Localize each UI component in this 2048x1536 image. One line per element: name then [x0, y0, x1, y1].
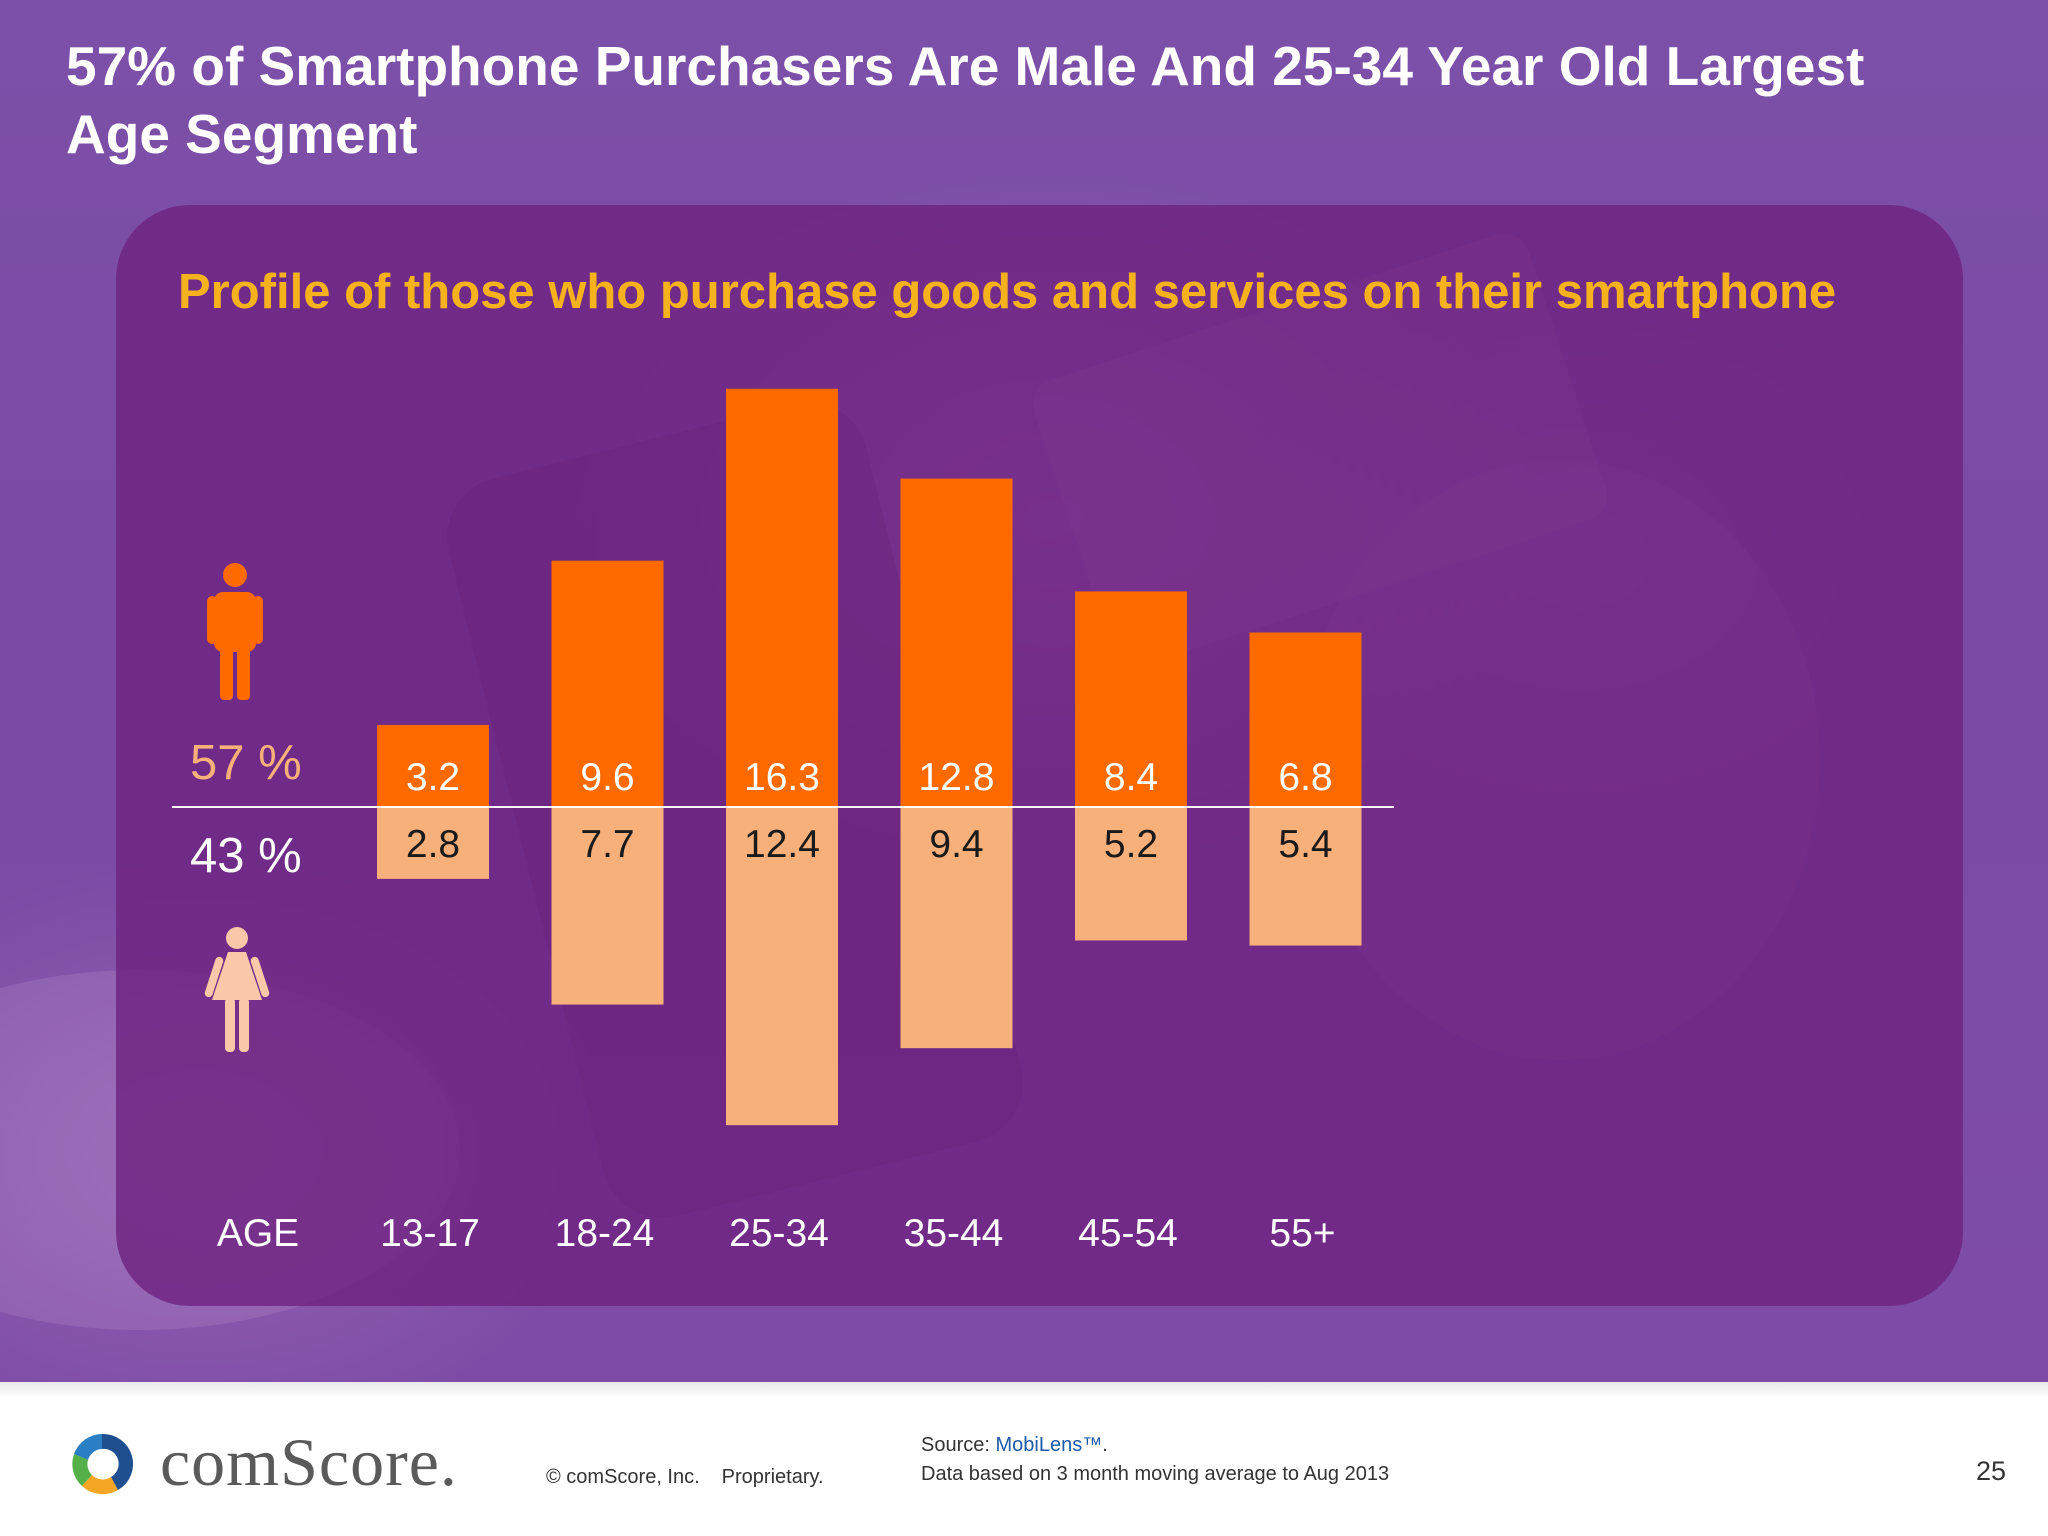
- source-line: Source: MobiLens™.: [921, 1434, 1108, 1457]
- data-label-female-35-44: 9.4: [929, 823, 983, 866]
- bar-male-25-34: [726, 388, 838, 807]
- copyright-text: © comScore, Inc. Proprietary.: [546, 1466, 824, 1489]
- male-percentage-label: 57 %: [190, 736, 302, 790]
- woman-figure-icon: [204, 927, 270, 1052]
- bar-male-35-44: [900, 478, 1013, 807]
- proprietary-label: Proprietary.: [721, 1466, 824, 1488]
- bar-male-13-17: [377, 724, 489, 807]
- category-label-55+: 55+: [1269, 1212, 1335, 1255]
- data-label-female-25-34: 12.4: [744, 823, 820, 866]
- category-label-18-24: 18-24: [555, 1212, 655, 1255]
- data-label-female-18-24: 7.7: [580, 823, 634, 866]
- labels-layer: 3.2 2.8 13-17 9.6 7.7 18-24 16.3 12.4 25-34 12.8 9…: [217, 756, 1336, 1255]
- category-label-35-44: 35-44: [904, 1212, 1004, 1255]
- bar-male-55+: [1249, 632, 1362, 807]
- data-label-male-13-17: 3.2: [406, 756, 460, 799]
- bar-male-18-24: [551, 560, 664, 807]
- slide-title: 57% of Smartphone Purchasers Are Male An…: [66, 35, 1865, 165]
- bar-female-18-24: [551, 807, 664, 1005]
- data-label-male-18-24: 9.6: [580, 756, 634, 799]
- bar-female-13-17: [377, 807, 489, 879]
- man-figure-icon: [207, 563, 263, 700]
- source-label: Source:: [921, 1434, 996, 1456]
- category-label-13-17: 13-17: [380, 1212, 480, 1255]
- data-label-female-55+: 5.4: [1278, 823, 1332, 866]
- bar-female-45-54: [1075, 807, 1187, 941]
- page-number: 25: [1975, 1456, 2006, 1486]
- data-label-male-55+: 6.8: [1278, 756, 1332, 799]
- bar-female-25-34: [726, 807, 838, 1126]
- bar-male-45-54: [1075, 591, 1187, 807]
- female-percentage-label: 43 %: [190, 829, 302, 883]
- data-note: Data based on 3 month moving average to …: [921, 1463, 1390, 1485]
- category-label-45-54: 45-54: [1078, 1212, 1178, 1255]
- bars-layer: [377, 388, 1362, 1126]
- chart-subtitle: Profile of those who purchase goods and …: [178, 265, 1837, 319]
- comscore-logo-icon: [72, 1433, 134, 1495]
- brand-name: comScore.: [160, 1424, 458, 1500]
- data-label-male-35-44: 12.8: [919, 756, 995, 799]
- diverging-bar-chart: 3.2 2.8 13-17 9.6 7.7 18-24 16.3 12.4 25-34 12.8 9…: [204, 388, 1362, 1255]
- source-link[interactable]: MobiLens™: [995, 1434, 1103, 1456]
- footer: comScore. © comScore, Inc. Proprietary. S…: [0, 1382, 2048, 1536]
- data-label-male-25-34: 16.3: [744, 756, 820, 799]
- bar-female-55+: [1249, 807, 1362, 946]
- data-label-male-45-54: 8.4: [1104, 756, 1158, 799]
- category-axis-label: AGE: [217, 1212, 299, 1255]
- slide-background: 57% of Smartphone Purchasers Are Male An…: [0, 0, 2048, 1382]
- source-suffix: .: [1102, 1434, 1108, 1456]
- copyright-label: © comScore, Inc.: [546, 1466, 700, 1488]
- bar-female-35-44: [900, 807, 1013, 1049]
- data-label-female-45-54: 5.2: [1104, 823, 1158, 866]
- data-label-female-13-17: 2.8: [406, 823, 460, 866]
- category-label-25-34: 25-34: [729, 1212, 829, 1255]
